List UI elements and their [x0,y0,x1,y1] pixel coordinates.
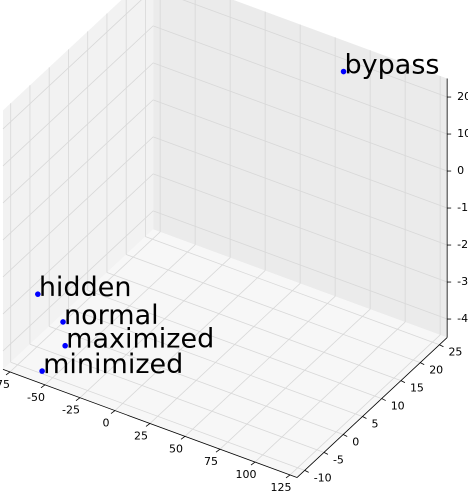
tick-mark [420,362,425,366]
grid-line [254,321,406,463]
grid-line [153,99,448,209]
point [60,319,66,325]
point-label: normal [64,300,159,331]
grid-line [2,136,154,278]
x-tick-label: -25 [62,404,80,417]
grid-line [2,210,154,352]
z-tick-label: -20 [457,238,468,251]
y-tick-label: 25 [448,346,462,359]
z-tick-label: 0 [457,164,464,177]
point-label: bypass [345,50,440,81]
x-tick-label: 125 [271,481,292,494]
grid-line [182,0,448,98]
x-tick-label: 25 [134,429,148,442]
tick-mark [215,448,221,453]
grid-line [126,254,421,364]
tick-mark [323,452,329,455]
grid-line [153,62,448,172]
y-axis [296,337,448,478]
grid-line [149,283,301,424]
x-tick-label: -75 [0,378,10,391]
point [39,368,45,374]
y-tick-label: 10 [391,400,405,413]
pane-x [3,0,154,370]
tick-mark [75,397,81,402]
grid-line [153,173,448,283]
grid-line [114,270,266,411]
grid-line [184,296,336,437]
x-tick-label: 100 [236,468,257,481]
point-label: maximized [66,324,214,355]
point [62,342,68,349]
z-tick-label: -40 [457,312,468,325]
point-label: hidden [39,272,132,303]
y-tick-label: -5 [333,453,344,466]
grid-line [10,361,305,471]
grid-line [153,210,448,320]
tick-mark [285,474,291,479]
grid-line [2,25,154,167]
x-tick-label: 50 [169,442,183,455]
tick-mark [145,423,151,427]
grid-line [9,231,161,373]
grid-line [49,325,344,435]
grid-line [2,62,154,204]
grid-line [2,173,154,315]
x-tick-label: 0 [103,417,110,430]
y-tick-label: 15 [410,382,424,395]
grid-line [106,272,402,381]
grid-line [153,136,448,246]
tick-mark [343,434,348,437]
x-tick-label: 75 [204,455,218,468]
y-tick-label: 20 [429,364,443,377]
y-tick-label: 5 [371,418,378,431]
z-tick-label: -10 [457,201,468,214]
point-label: minimized [43,349,183,380]
y-tick-label: -10 [314,471,332,484]
tick-mark [40,384,46,389]
tick-mark [381,398,386,401]
y-tick-label: 0 [352,435,359,448]
point [35,291,41,297]
tick-mark [400,380,406,383]
tick-mark [180,436,186,440]
grid-line [2,99,154,241]
tick-mark [304,470,309,473]
grid-line [87,290,382,399]
tick-mark [110,410,116,414]
x-tick-label: -50 [27,391,45,404]
tick-mark [250,461,256,466]
grid-line [68,307,363,417]
tick-mark [5,371,11,376]
grid-line [219,308,371,450]
grid-line [289,334,441,476]
grid-line [153,25,448,135]
z-tick-label: -30 [457,275,468,288]
tick-mark [362,416,367,419]
z-tick-label: 20 [457,90,468,103]
z-tick-label: 10 [457,127,468,140]
grid-line [2,0,142,130]
point [340,68,347,75]
grid-line [145,236,440,346]
x-axis [2,369,298,478]
tick-mark [439,344,444,348]
grid-line [79,257,231,399]
grid-line [44,244,196,386]
grid-line [29,343,325,453]
